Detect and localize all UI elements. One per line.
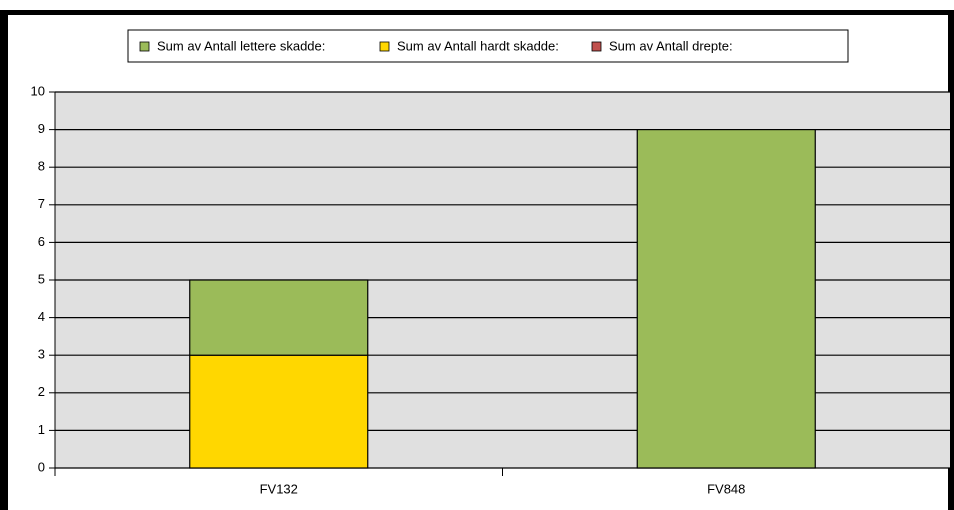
x-tick-label: FV132 [260,481,298,496]
bar-segment [636,129,816,469]
y-tick-label: 3 [38,347,45,362]
legend [127,29,849,63]
legend-swatch [139,41,150,52]
bar-segment [189,279,369,356]
y-tick-label: 9 [38,121,45,136]
y-tick-label: 0 [38,459,45,474]
legend-swatch [379,41,390,52]
y-tick-label: 5 [38,271,45,286]
bar-segment [189,354,369,469]
legend-label: Sum av Antall hardt skadde: [397,38,559,53]
y-tick-label: 10 [31,83,45,98]
x-tick-label: FV848 [707,481,745,496]
y-tick-label: 8 [38,159,45,174]
legend-swatch [591,41,602,52]
y-tick-label: 7 [38,196,45,211]
y-tick-label: 2 [38,384,45,399]
y-tick-label: 1 [38,422,45,437]
legend-label: Sum av Antall lettere skadde: [157,38,325,53]
y-tick-label: 4 [38,309,45,324]
legend-label: Sum av Antall drepte: [609,38,733,53]
y-tick-label: 6 [38,234,45,249]
